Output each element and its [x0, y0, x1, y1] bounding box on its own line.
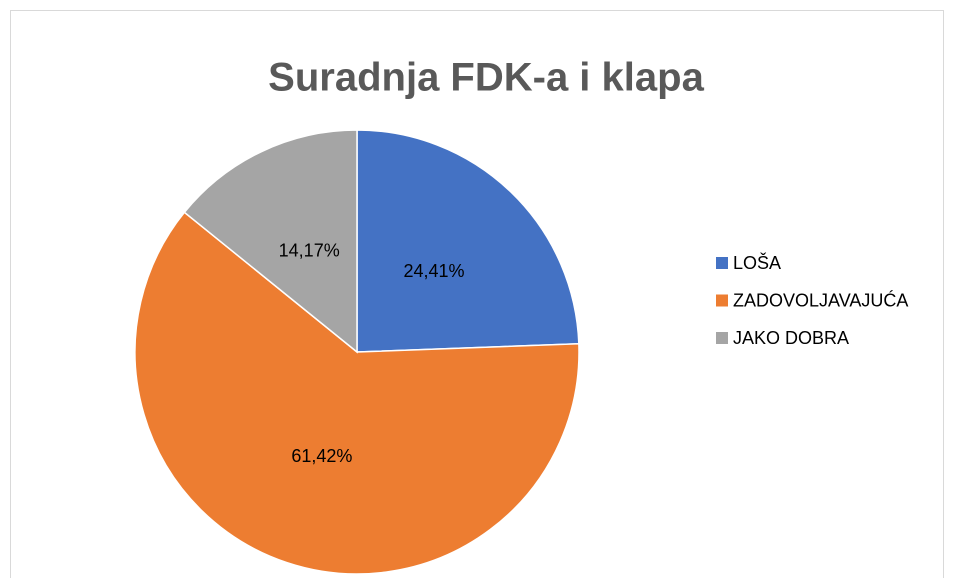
- pie-slice: [134, 211, 580, 575]
- legend-swatch: [716, 257, 728, 269]
- data-label: 24,41%: [403, 261, 464, 281]
- legend-swatch: [716, 294, 728, 307]
- chart-title: Suradnja FDK-a i klapa: [268, 56, 704, 100]
- pie-slice: [356, 129, 580, 353]
- pie-slice: [183, 129, 358, 354]
- legend-label: ZADOVOLJAVAJUĆA: [733, 289, 908, 310]
- legend-swatch: [716, 332, 728, 344]
- data-label: 14,17%: [279, 241, 340, 261]
- legend-label: JAKO DOBRA: [733, 328, 849, 348]
- data-label: 61,42%: [291, 446, 352, 466]
- legend-label: LOŠA: [733, 252, 781, 273]
